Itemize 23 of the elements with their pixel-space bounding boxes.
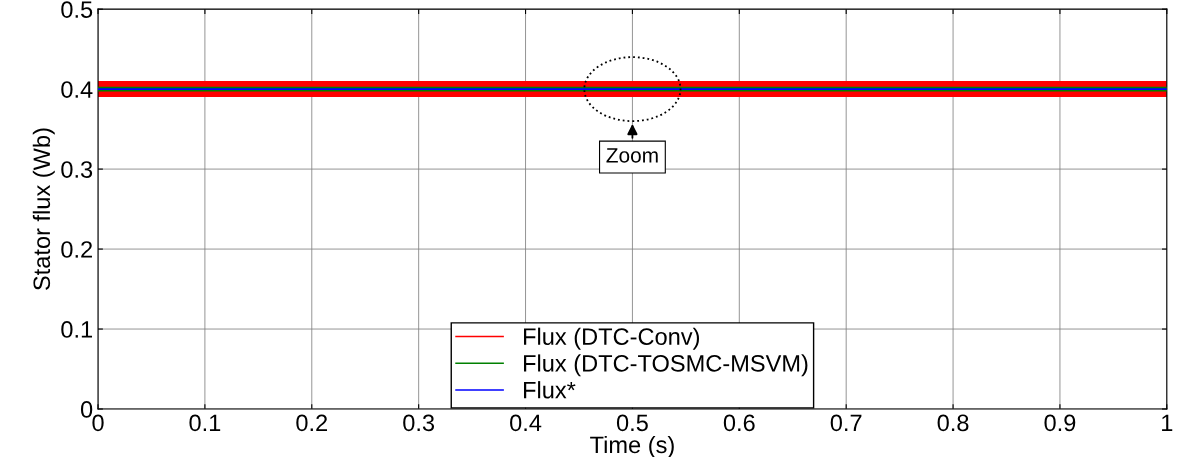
annotation: Zoom: [606, 148, 658, 163]
legend-label: Flux (DTC-Conv): [524, 327, 700, 350]
x-tick-label: 0.1: [189, 414, 221, 432]
y-tick-label: 0.1: [61, 321, 93, 338]
x-tick-label: 0.7: [830, 414, 862, 432]
x-tick-label: 0.3: [403, 414, 435, 432]
x-tick-label: 0.8: [937, 414, 969, 432]
legend-label: Flux (DTC-TOSMC-MSVM): [524, 354, 808, 377]
x-tick-label: 0.9: [1044, 414, 1076, 432]
y-tick-label: 0.2: [61, 241, 92, 258]
y-tick-label: 0.4: [61, 81, 93, 98]
y-tick-label: 0.5: [61, 1, 93, 18]
y-tick-label: 0.3: [61, 161, 93, 178]
x-tick-label: 1: [1162, 414, 1173, 431]
x-tick-label: 0.4: [510, 414, 542, 432]
legend-label: Flux*: [524, 381, 576, 399]
y-axis-title: Stator flux (Wb): [32, 128, 55, 290]
x-tick-label: 0.5: [616, 414, 648, 432]
x-tick-label: 0.2: [296, 414, 328, 432]
x-axis-title: Time (s): [590, 435, 674, 457]
y-tick-label: 0: [80, 401, 93, 418]
x-tick-label: 0: [92, 414, 104, 432]
x-tick-label: 0.6: [723, 414, 755, 432]
